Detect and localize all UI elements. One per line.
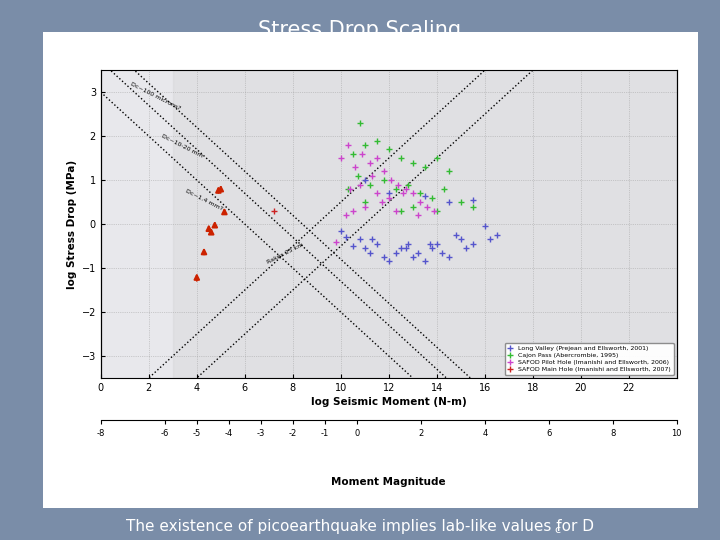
Point [371, 136, 382, 145]
Point [335, 226, 346, 235]
Point [359, 202, 371, 211]
Point [383, 145, 395, 154]
Point [400, 185, 411, 193]
Point [371, 240, 382, 248]
Point [364, 158, 375, 167]
Point [383, 193, 395, 202]
Point [268, 207, 279, 215]
Point [390, 248, 402, 257]
Point [443, 198, 454, 206]
Point [414, 198, 426, 206]
Point [392, 180, 404, 189]
Point [371, 154, 382, 163]
Point [479, 222, 490, 231]
Point [378, 176, 390, 185]
Point [467, 195, 479, 204]
Text: Dc~1.4 mm?: Dc~1.4 mm? [185, 189, 224, 212]
Point [400, 244, 411, 253]
Text: Stress Drop Scaling: Stress Drop Scaling [258, 19, 462, 40]
Point [484, 235, 495, 244]
Point [349, 163, 361, 171]
Text: c: c [554, 525, 560, 535]
Point [366, 171, 378, 180]
Point [424, 240, 436, 248]
Point [383, 189, 395, 198]
Point [419, 257, 431, 266]
Point [383, 257, 395, 266]
Point [431, 154, 443, 163]
Point [347, 242, 359, 251]
Point [443, 253, 454, 261]
Text: The existence of picoearthquake implies lab-like values for D: The existence of picoearthquake implies … [126, 519, 594, 534]
Point [364, 180, 375, 189]
Point [395, 207, 407, 215]
Point [359, 198, 371, 206]
Point [467, 202, 479, 211]
Point [407, 158, 418, 167]
Point [354, 180, 366, 189]
Point [359, 140, 371, 149]
Point [347, 150, 359, 158]
Point [366, 235, 378, 244]
Point [414, 189, 426, 198]
Point [467, 240, 479, 248]
Point [407, 189, 418, 198]
Point [455, 198, 467, 206]
Y-axis label: log Stress Drop (MPa): log Stress Drop (MPa) [68, 159, 77, 289]
Point [419, 191, 431, 200]
Point [354, 235, 366, 244]
Point [359, 176, 371, 185]
Point [397, 189, 409, 198]
Point [450, 231, 462, 239]
Point [364, 248, 375, 257]
Point [443, 167, 454, 176]
Point [371, 189, 382, 198]
Point [426, 244, 438, 253]
Bar [173, 70, 677, 378]
Point [342, 185, 354, 193]
Point [419, 163, 431, 171]
Point [455, 235, 467, 244]
Point [438, 185, 450, 193]
Point [340, 233, 351, 241]
Point [345, 185, 356, 193]
Point [431, 240, 443, 248]
X-axis label: log Seismic Moment (N-m): log Seismic Moment (N-m) [311, 397, 467, 407]
Legend: Long Valley (Prejean and Ellsworth, 2001), Cajon Pass (Abercrombie, 1995), SAFOD: Long Valley (Prejean and Ellsworth, 2001… [505, 343, 674, 375]
Point [342, 140, 354, 149]
Point [412, 248, 423, 257]
Point [412, 211, 423, 220]
Point [335, 154, 346, 163]
Point [407, 202, 418, 211]
Point [395, 154, 407, 163]
Point [426, 193, 438, 202]
Point [352, 171, 364, 180]
Point [460, 244, 472, 253]
Text: Dc~100 microns?: Dc~100 microns? [130, 81, 181, 111]
Point [340, 211, 351, 220]
Point [376, 198, 387, 206]
Point [354, 119, 366, 127]
Point [347, 207, 359, 215]
Point [491, 231, 503, 239]
Point [431, 207, 443, 215]
Point [390, 207, 402, 215]
Point [395, 244, 407, 253]
Point [402, 180, 414, 189]
Point [421, 202, 433, 211]
Point [378, 167, 390, 176]
Point [436, 248, 447, 257]
Point [385, 176, 397, 185]
Point [428, 207, 440, 215]
Point [402, 240, 414, 248]
Point [407, 253, 418, 261]
Point [359, 244, 371, 253]
Text: Rakes 25 km: Rakes 25 km [266, 242, 304, 265]
Point [378, 253, 390, 261]
X-axis label: Moment Magnitude: Moment Magnitude [331, 477, 446, 487]
Text: Dc~10-20 mm: Dc~10-20 mm [161, 134, 204, 159]
Point [356, 150, 368, 158]
Point [330, 238, 342, 246]
Point [390, 185, 402, 193]
